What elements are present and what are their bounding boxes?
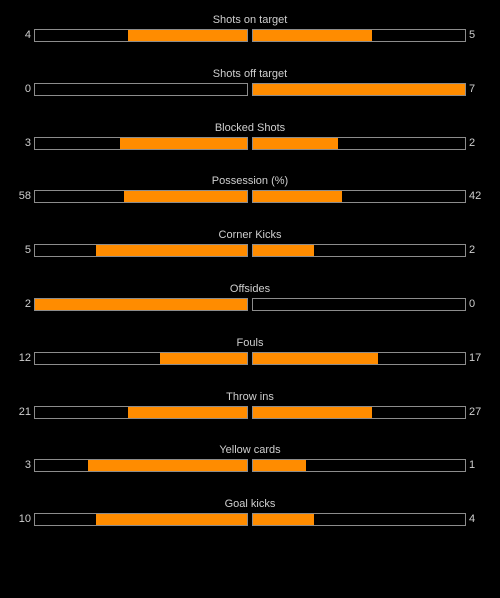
home-bar xyxy=(34,513,248,526)
away-bar xyxy=(252,83,466,96)
away-value: 17 xyxy=(469,352,482,364)
stat-row: Shots on target 4 5 xyxy=(0,8,500,52)
stat-label: Offsides xyxy=(229,283,271,295)
home-value: 5 xyxy=(24,244,31,256)
away-bar-fill xyxy=(253,84,465,95)
away-bar xyxy=(252,137,466,150)
away-bar-fill xyxy=(253,245,314,256)
home-bar-fill xyxy=(120,138,247,149)
stat-label: Shots off target xyxy=(212,68,288,80)
away-value: 2 xyxy=(469,244,476,256)
home-value: 3 xyxy=(24,137,31,149)
home-bar-fill xyxy=(128,30,247,41)
away-value: 0 xyxy=(469,298,476,310)
away-bar-fill xyxy=(253,407,372,418)
away-value: 27 xyxy=(469,406,482,418)
stat-label: Possession (%) xyxy=(211,175,289,187)
home-value: 58 xyxy=(18,190,31,202)
away-bar-fill xyxy=(253,191,342,202)
home-bar-fill xyxy=(35,299,247,310)
away-bar-fill xyxy=(253,460,306,471)
away-value: 2 xyxy=(469,137,476,149)
home-value: 10 xyxy=(18,513,31,525)
away-value: 42 xyxy=(469,190,482,202)
stat-row: Offsides 2 0 xyxy=(0,277,500,321)
away-bar xyxy=(252,406,466,419)
away-value: 4 xyxy=(469,513,476,525)
away-bar xyxy=(252,190,466,203)
away-bar xyxy=(252,459,466,472)
home-value: 0 xyxy=(24,83,31,95)
stat-label: Corner Kicks xyxy=(218,229,282,241)
home-bar xyxy=(34,29,248,42)
home-value: 12 xyxy=(18,352,31,364)
home-bar-fill xyxy=(128,407,247,418)
home-bar xyxy=(34,83,248,96)
home-value: 2 xyxy=(24,298,31,310)
stat-row: Goal kicks 10 4 xyxy=(0,492,500,536)
stat-row: Possession (%) 58 42 xyxy=(0,169,500,213)
stat-label: Fouls xyxy=(236,337,264,349)
stat-row: Fouls 12 17 xyxy=(0,331,500,375)
stat-label: Goal kicks xyxy=(224,498,276,510)
home-bar xyxy=(34,352,248,365)
away-bar xyxy=(252,513,466,526)
home-bar xyxy=(34,190,248,203)
away-bar xyxy=(252,352,466,365)
away-value: 7 xyxy=(469,83,476,95)
home-bar-fill xyxy=(160,353,247,364)
away-bar xyxy=(252,298,466,311)
away-bar-fill xyxy=(253,353,378,364)
away-bar-fill xyxy=(253,138,338,149)
stat-label: Blocked Shots xyxy=(214,122,286,134)
away-bar xyxy=(252,244,466,257)
home-bar xyxy=(34,406,248,419)
home-bar xyxy=(34,137,248,150)
away-bar xyxy=(252,29,466,42)
home-value: 3 xyxy=(24,459,31,471)
home-bar xyxy=(34,298,248,311)
stat-row: Throw ins 21 27 xyxy=(0,385,500,429)
home-value: 21 xyxy=(18,406,31,418)
stat-row: Yellow cards 3 1 xyxy=(0,438,500,482)
stat-label: Yellow cards xyxy=(219,444,281,456)
away-bar-fill xyxy=(253,514,314,525)
stat-label: Shots on target xyxy=(212,14,288,26)
away-value: 1 xyxy=(469,459,476,471)
stat-row: Corner Kicks 5 2 xyxy=(0,223,500,267)
stat-row: Shots off target 0 7 xyxy=(0,62,500,106)
stat-label: Throw ins xyxy=(226,391,274,403)
home-bar-fill xyxy=(96,245,247,256)
home-bar xyxy=(34,459,248,472)
home-bar-fill xyxy=(124,191,247,202)
home-value: 4 xyxy=(24,29,31,41)
stat-row: Blocked Shots 3 2 xyxy=(0,116,500,160)
home-bar-fill xyxy=(96,514,247,525)
home-bar-fill xyxy=(88,460,247,471)
home-bar xyxy=(34,244,248,257)
away-value: 5 xyxy=(469,29,476,41)
away-bar-fill xyxy=(253,30,372,41)
